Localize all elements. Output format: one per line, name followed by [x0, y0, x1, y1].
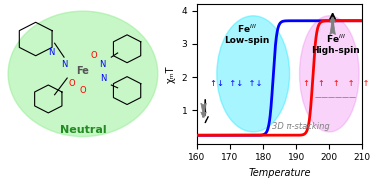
Text: Neutral: Neutral: [60, 125, 106, 135]
Text: O: O: [69, 79, 75, 88]
Text: O: O: [91, 51, 97, 60]
Text: O: O: [80, 86, 86, 95]
Text: N: N: [100, 74, 107, 83]
Text: Fe$^{III}$
Low-spin: Fe$^{III}$ Low-spin: [224, 23, 269, 46]
Ellipse shape: [217, 16, 290, 132]
X-axis label: Temperature: Temperature: [248, 168, 311, 178]
Text: N: N: [99, 60, 105, 69]
Text: Fe$^{III}$
High-spin: Fe$^{III}$ High-spin: [311, 33, 360, 55]
Text: N: N: [61, 60, 67, 69]
Y-axis label: χₘT: χₘT: [166, 65, 176, 83]
Ellipse shape: [8, 11, 158, 136]
Ellipse shape: [299, 16, 359, 132]
Text: ——————: ——————: [315, 94, 357, 100]
Text: N: N: [48, 48, 55, 58]
Text: 3D π-stacking: 3D π-stacking: [271, 122, 329, 131]
Text: ↑↓  ↑↓  ↑↓: ↑↓ ↑↓ ↑↓: [211, 79, 263, 88]
Text: ↑   ↑   ↑   ↑   ↑: ↑ ↑ ↑ ↑ ↑: [303, 79, 369, 88]
Text: Fe: Fe: [76, 66, 89, 76]
